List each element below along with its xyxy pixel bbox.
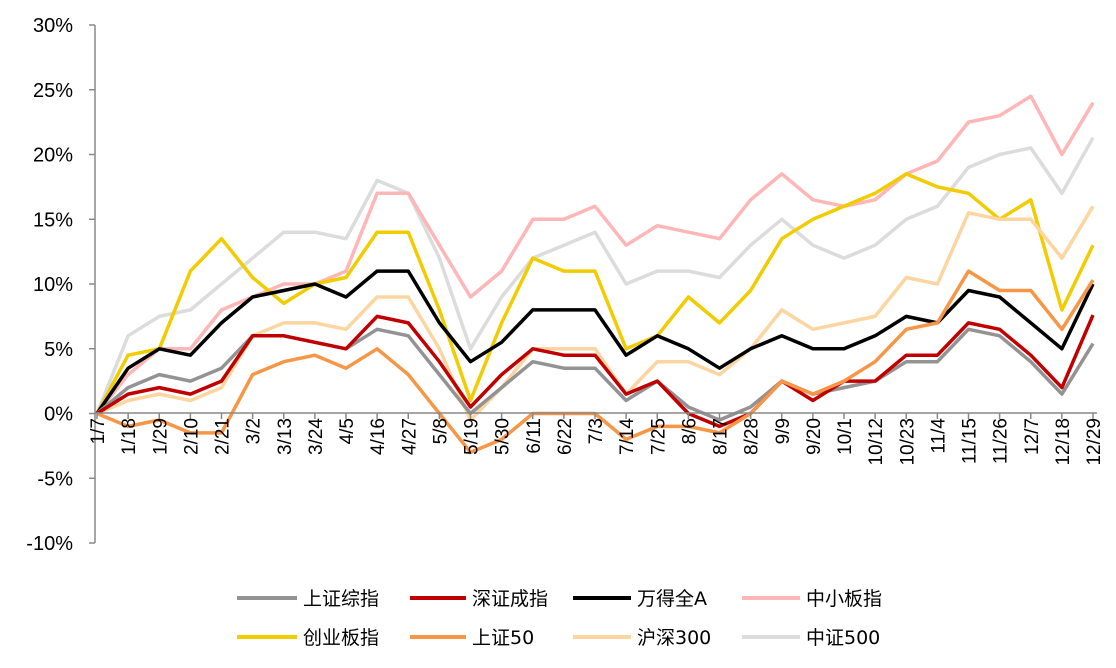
x-tick-label: 5/30 bbox=[493, 418, 514, 455]
x-tick-label: 1/18 bbox=[119, 418, 140, 455]
x-tick-label: 7/14 bbox=[617, 418, 638, 455]
x-tick-label: 2/21 bbox=[213, 418, 234, 455]
legend-item: 上证50 bbox=[410, 627, 534, 649]
legend-item: 中小板指 bbox=[742, 588, 882, 610]
x-tick-label: 8/17 bbox=[711, 418, 732, 455]
y-tick-label: 25% bbox=[33, 80, 73, 102]
legend-label: 创业板指 bbox=[303, 627, 379, 649]
x-tick-label: 3/13 bbox=[275, 418, 296, 455]
x-tick-label: 12/18 bbox=[1053, 418, 1074, 466]
series-line-7 bbox=[95, 136, 1095, 415]
series-line-2 bbox=[95, 269, 1095, 415]
y-tick-label: 10% bbox=[33, 274, 73, 296]
y-tick-label: 30% bbox=[33, 15, 73, 37]
x-tick-label: 8/6 bbox=[679, 418, 700, 444]
x-tick-label: 12/7 bbox=[1022, 418, 1043, 455]
x-tick-label: 4/5 bbox=[337, 418, 358, 444]
legend-label: 上证50 bbox=[472, 627, 534, 649]
x-tick-label: 7/3 bbox=[586, 418, 607, 444]
x-tick-label: 6/11 bbox=[524, 418, 545, 454]
legend-label: 中证500 bbox=[806, 627, 880, 649]
x-tick-label: 9/20 bbox=[804, 418, 825, 455]
legend-label: 万得全A bbox=[637, 588, 707, 610]
series-line-1 bbox=[96, 314, 1095, 429]
x-tick-label: 8/28 bbox=[742, 418, 763, 455]
x-tick-label: 9/9 bbox=[773, 418, 794, 444]
y-axis-ticks: -10% -5% 0% 5% 10% 15% 20% 25% 30% bbox=[26, 15, 95, 555]
x-tick-label: 4/27 bbox=[399, 418, 420, 455]
legend-item: 中证500 bbox=[742, 627, 880, 649]
x-tick-label: 2/10 bbox=[181, 418, 202, 455]
x-tick-label: 3/2 bbox=[244, 418, 265, 444]
y-tick-label: 20% bbox=[33, 145, 73, 167]
x-tick-label: 1/29 bbox=[150, 418, 171, 455]
legend-item: 万得全A bbox=[573, 588, 707, 610]
series-line-3 bbox=[95, 94, 1095, 415]
x-axis-ticks: 1/7 1/18 1/29 2/10 2/21 3/2 3/13 3/24 4/5 4/16 4/2… bbox=[88, 413, 1105, 466]
legend-item: 沪深300 bbox=[573, 627, 711, 649]
y-tick-label: 15% bbox=[33, 209, 73, 231]
x-tick-label: 11/26 bbox=[991, 418, 1012, 464]
x-tick-label: 11/4 bbox=[928, 418, 949, 454]
x-tick-label: 7/25 bbox=[648, 418, 669, 455]
legend-item: 深证成指 bbox=[410, 588, 548, 610]
y-tick-label: 5% bbox=[44, 339, 73, 361]
legend-item: 上证综指 bbox=[237, 588, 379, 610]
series-line-6 bbox=[96, 205, 1095, 422]
legend-label: 上证综指 bbox=[303, 588, 379, 610]
y-tick-label: -5% bbox=[37, 468, 73, 490]
y-tick-label: 0% bbox=[44, 404, 73, 426]
x-tick-label: 5/19 bbox=[462, 418, 483, 455]
x-tick-label: 5/8 bbox=[430, 418, 451, 444]
x-tick-label: 1/7 bbox=[88, 418, 109, 444]
x-tick-label: 3/24 bbox=[306, 418, 327, 455]
legend-label: 深证成指 bbox=[472, 588, 548, 610]
x-tick-label: 10/23 bbox=[897, 418, 918, 466]
x-tick-label: 4/16 bbox=[368, 418, 389, 455]
x-tick-label: 6/22 bbox=[555, 418, 576, 455]
series-lines bbox=[95, 94, 1095, 455]
legend-item: 创业板指 bbox=[237, 627, 379, 649]
series-line-4 bbox=[95, 172, 1095, 415]
x-tick-label: 10/12 bbox=[866, 418, 887, 466]
legend-label: 中小板指 bbox=[806, 588, 882, 610]
y-tick-label: -10% bbox=[26, 533, 73, 555]
x-tick-label: 12/29 bbox=[1084, 418, 1105, 466]
x-tick-label: 11/15 bbox=[960, 418, 981, 464]
legend-label: 沪深300 bbox=[637, 627, 711, 649]
x-tick-label: 10/1 bbox=[835, 418, 856, 455]
